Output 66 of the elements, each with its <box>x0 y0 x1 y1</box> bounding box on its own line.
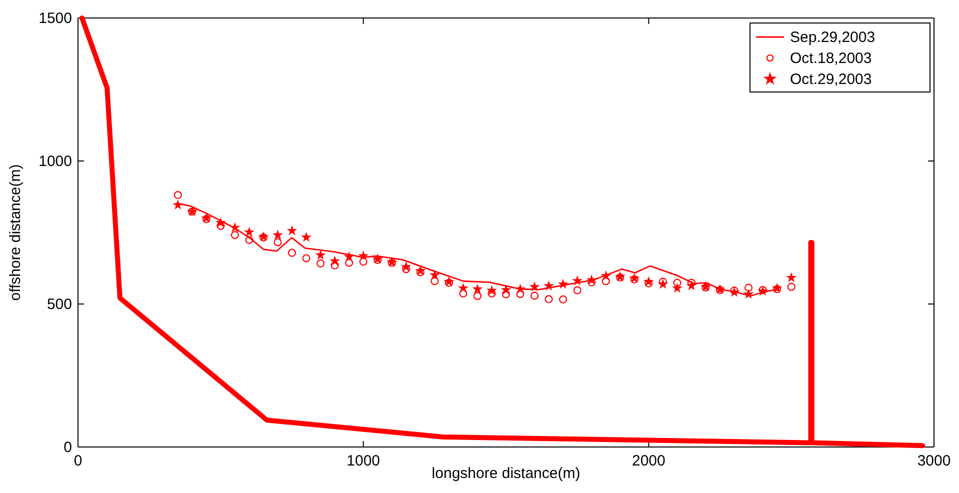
legend-label: Oct.29,2003 <box>790 71 872 88</box>
y-tick-label: 0 <box>64 438 72 456</box>
x-axis-title: longshore distance(m) <box>432 465 580 482</box>
point <box>488 286 496 294</box>
point <box>288 226 296 234</box>
point <box>430 277 439 286</box>
point <box>473 284 482 293</box>
point <box>787 282 796 291</box>
point <box>502 290 510 298</box>
point <box>744 284 753 292</box>
point <box>530 292 539 300</box>
point <box>658 278 667 286</box>
point <box>673 284 682 292</box>
point <box>316 250 325 259</box>
point <box>274 230 282 239</box>
point <box>602 272 610 280</box>
point <box>288 248 296 257</box>
point <box>559 295 568 304</box>
y-axis-title: offshore distance(m) <box>7 164 24 301</box>
point <box>687 278 696 287</box>
x-tick-label: 3000 <box>917 452 951 470</box>
y-tick-label: 500 <box>46 296 72 313</box>
point <box>787 273 796 282</box>
point <box>473 292 482 300</box>
point <box>644 279 653 288</box>
point <box>544 282 553 290</box>
point <box>174 200 182 209</box>
point <box>359 258 368 266</box>
point <box>230 223 240 232</box>
y-tick-label: 1000 <box>38 152 72 170</box>
point <box>402 262 410 270</box>
point <box>316 259 325 268</box>
point <box>602 277 610 286</box>
legend-label: Oct.18,2003 <box>790 50 872 67</box>
point <box>330 261 339 270</box>
point <box>330 256 339 265</box>
point <box>416 268 424 276</box>
point <box>430 270 439 279</box>
point <box>459 289 468 298</box>
point <box>673 278 682 287</box>
point <box>245 228 254 236</box>
point <box>687 281 696 290</box>
point <box>274 238 282 246</box>
point <box>588 278 596 286</box>
point <box>402 265 410 274</box>
x-tick-label: 1000 <box>346 452 380 470</box>
point <box>359 252 368 260</box>
point <box>744 290 753 298</box>
point <box>345 258 354 267</box>
y-tick-label: 1500 <box>38 10 72 27</box>
point <box>587 276 596 284</box>
point <box>230 231 239 240</box>
x-tick-label: 2000 <box>632 452 666 470</box>
legend-label: Sep.29,2003 <box>790 29 876 46</box>
point <box>573 286 582 294</box>
point <box>174 191 182 200</box>
point <box>516 284 524 293</box>
point <box>459 284 468 292</box>
point <box>544 295 553 304</box>
point <box>516 290 524 298</box>
point <box>502 286 510 294</box>
point <box>245 236 254 244</box>
point <box>558 280 568 288</box>
point <box>302 254 310 262</box>
point <box>216 218 225 226</box>
point <box>344 252 354 260</box>
